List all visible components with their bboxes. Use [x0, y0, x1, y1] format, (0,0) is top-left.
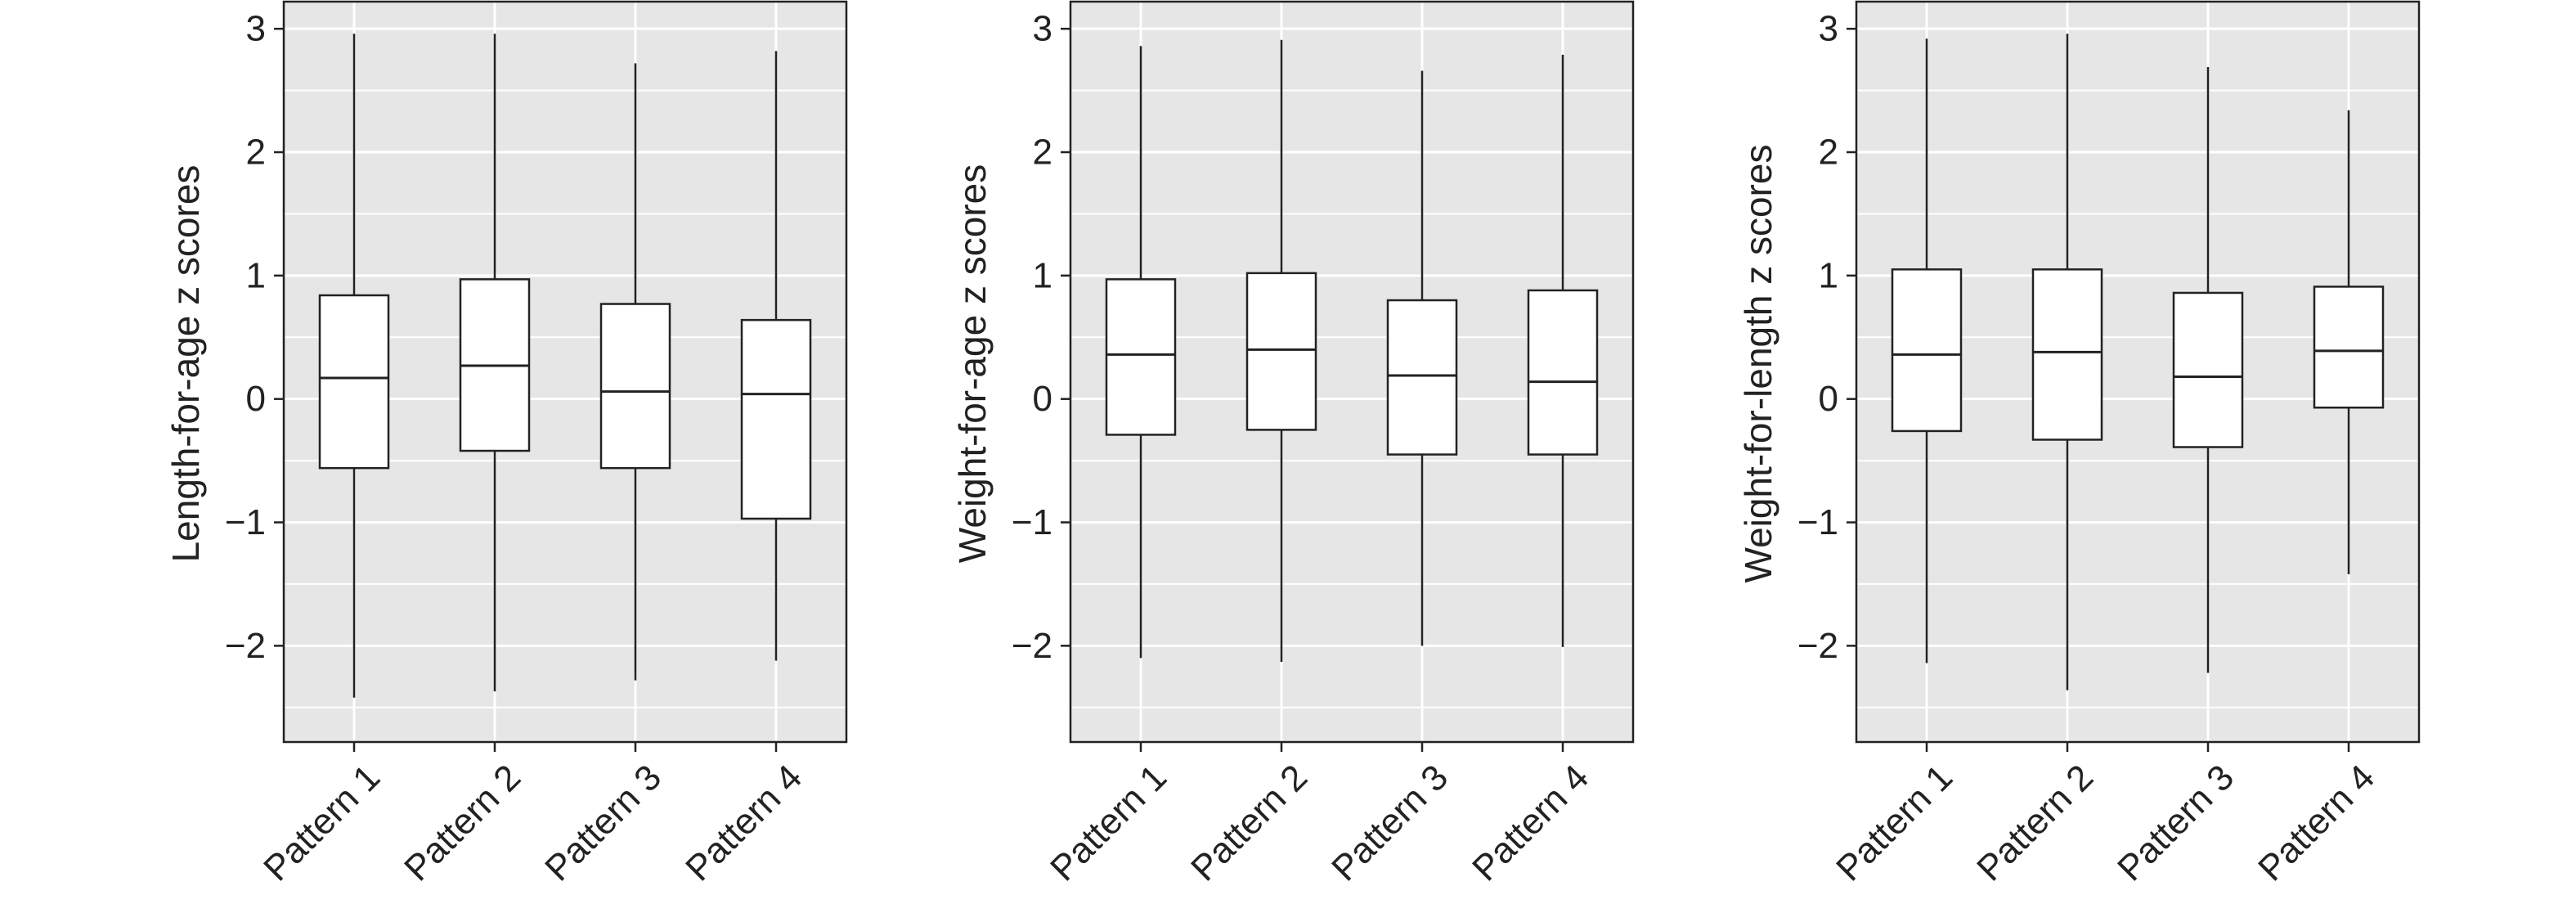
iqr-box	[1527, 289, 1599, 456]
y-tick-label: 3	[1819, 9, 1838, 49]
panel-frame	[1855, 0, 2421, 744]
x-category-label: Pattern 1	[1829, 757, 1960, 888]
x-category-label: Pattern 2	[1969, 757, 2101, 888]
y-tick-label: 3	[1033, 9, 1052, 49]
x-category-label: Pattern 3	[537, 757, 669, 888]
y-tick-label: 1	[246, 255, 266, 295]
iqr-box	[599, 303, 671, 470]
y-tick-label: −2	[1797, 626, 1838, 666]
x-category-label: Pattern 3	[2110, 757, 2242, 888]
x-category-label: Pattern 4	[2251, 757, 2382, 888]
box-plot-2	[1245, 39, 1317, 662]
x-category-label: Pattern 4	[678, 757, 810, 888]
y-tick-label: 1	[1819, 255, 1838, 295]
iqr-box	[740, 318, 812, 520]
y-tick-label: 0	[1033, 379, 1052, 419]
iqr-box	[1386, 299, 1458, 456]
y-tick-label: 2	[246, 133, 266, 173]
box-panel-1: −2 −1 0 1 2 3 Pattern 1 Pattern 2 Pattern 3 Patte…	[164, 0, 848, 888]
y-tick-label: 0	[1819, 379, 1838, 419]
box-plot-3	[1386, 70, 1458, 646]
box-plot-4	[740, 51, 812, 661]
y-tick-label: 0	[246, 379, 266, 419]
y-tick-label: 1	[1033, 255, 1052, 295]
box-plot-3	[2172, 66, 2244, 673]
box-plot-4	[1527, 54, 1599, 647]
box-plot-1	[1105, 46, 1177, 659]
box-plot-3	[599, 63, 671, 681]
box-plot-2	[459, 34, 531, 692]
y-tick-label: −1	[1012, 502, 1052, 542]
panel-frame	[1069, 0, 1635, 744]
x-category-label: Pattern 1	[256, 757, 388, 888]
x-category-label: Pattern 4	[1465, 757, 1596, 888]
y-tick-label: −1	[225, 502, 266, 542]
iqr-box	[2172, 291, 2244, 448]
box-panel-2: −2 −1 0 1 2 3 Pattern 1 Pattern 2 Pattern 3 Patte…	[951, 0, 1635, 888]
x-category-label: Pattern 1	[1043, 757, 1174, 888]
x-category-label: Pattern 3	[1324, 757, 1456, 888]
box-plot-4	[2313, 110, 2385, 574]
box-plot-1	[1891, 38, 1963, 663]
y-axis-title: Weight-for-length z scores	[1737, 144, 1779, 582]
box-plot-1	[318, 34, 390, 698]
y-tick-label: −2	[1012, 626, 1052, 666]
iqr-box	[318, 294, 390, 470]
iqr-box	[1105, 278, 1177, 436]
y-axis-title: Weight-for-age z scores	[951, 164, 994, 563]
iqr-box	[2313, 286, 2385, 409]
x-category-label: Pattern 2	[1183, 757, 1315, 888]
y-axis-title: Length-for-age z scores	[164, 165, 207, 563]
panel-frame	[282, 0, 848, 744]
x-category-label: Pattern 2	[397, 757, 528, 888]
iqr-box	[1891, 268, 1963, 433]
iqr-box	[2031, 268, 2103, 441]
y-tick-label: 2	[1819, 133, 1838, 173]
y-tick-label: −2	[225, 626, 266, 666]
y-tick-label: 2	[1033, 133, 1052, 173]
box-plot-2	[2031, 34, 2103, 690]
iqr-box	[1245, 272, 1317, 431]
y-tick-label: 3	[246, 9, 266, 49]
y-tick-label: −1	[1797, 502, 1838, 542]
box-panel-3: −2 −1 0 1 2 3 Pattern 1 Pattern 2 Pattern 3 Patte…	[1737, 0, 2421, 888]
